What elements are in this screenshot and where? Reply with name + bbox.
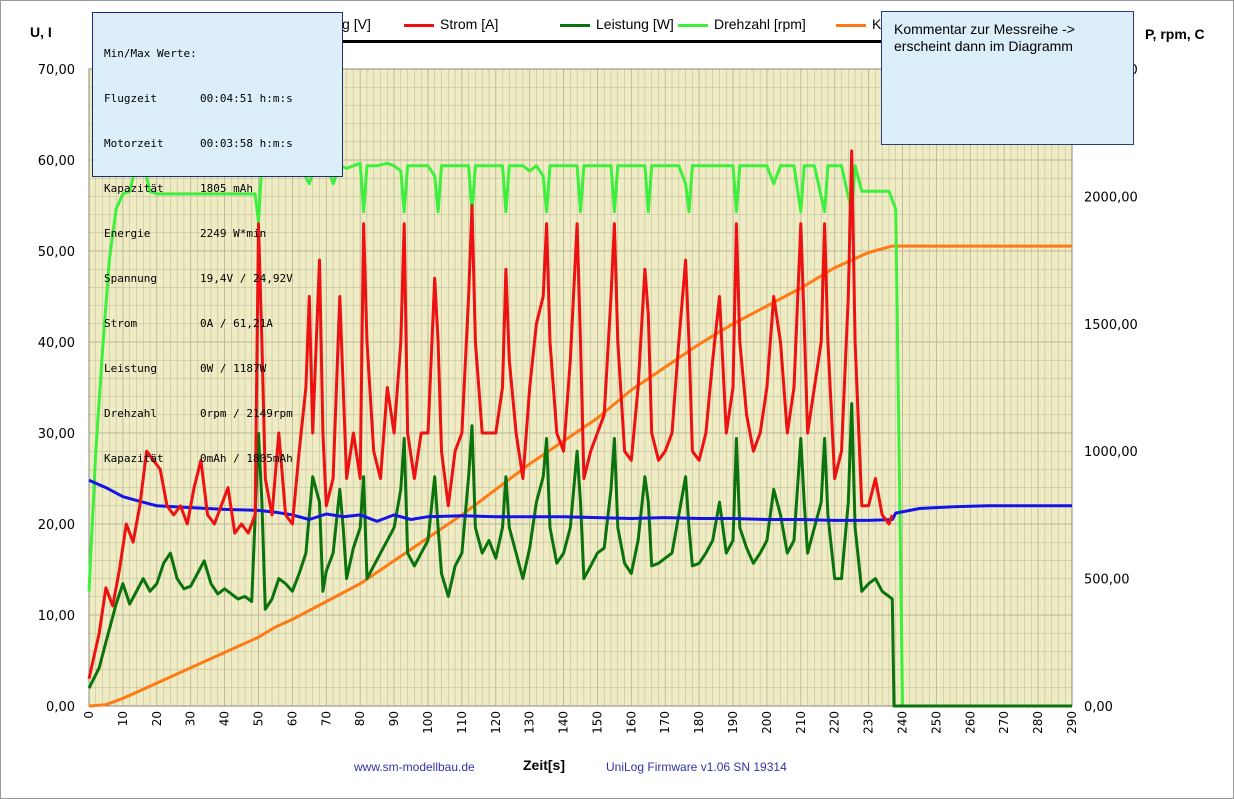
series-line-strom <box>87 149 894 680</box>
x-tick-label: 250 <box>929 711 943 734</box>
legend-swatch <box>678 24 708 27</box>
series-line-drehzahl <box>87 161 1072 708</box>
x-tick-label: 270 <box>997 711 1011 734</box>
x-tick-label: 190 <box>726 711 740 734</box>
x-tick-label: 100 <box>421 711 435 734</box>
y-right-tick-label: 0,00 <box>1084 700 1113 715</box>
x-tick-label: 20 <box>150 711 164 726</box>
y-left-tick-label: 40,00 <box>38 336 75 351</box>
comment-box[interactable]: Kommentar zur Messreihe -> erscheint dan… <box>881 11 1134 145</box>
x-tick-label: 60 <box>285 711 299 726</box>
series-line-leistung <box>87 402 1072 708</box>
x-tick-label: 90 <box>387 711 401 726</box>
comment-line-2: erscheint dann im Diagramm <box>894 38 1073 54</box>
minmax-info-box: Min/Max Werte: Flugzeit 00:04:51 h:m:s Mo… <box>92 12 343 465</box>
legend-swatch <box>836 24 866 27</box>
info-row: Spannung 19,4V / 24,92V <box>104 272 293 285</box>
y-left-tick-label: 0,00 <box>46 700 75 715</box>
info-row: Leistung 0W / 1187W <box>104 362 267 375</box>
legend-underline <box>230 40 1020 43</box>
x-tick-label: 290 <box>1065 711 1079 734</box>
y-left-tick-label: 30,00 <box>38 427 75 442</box>
series-line-spannung <box>88 478 1072 523</box>
y-right-tick-label: 500,00 <box>1084 573 1130 588</box>
y-left-tick-label: 60,00 <box>38 154 75 169</box>
x-tick-label: 10 <box>116 711 130 726</box>
x-tick-label: 240 <box>896 711 910 734</box>
info-row: Strom 0A / 61,21A <box>104 317 273 330</box>
y-left-ticks: 0,00 10,00 20,00 30,00 40,00 50,00 60,00 70,00 <box>38 63 75 715</box>
x-tick-label: 230 <box>862 711 876 734</box>
info-title: Min/Max Werte: <box>104 47 197 60</box>
y-left-axis-label: U, I <box>30 24 52 40</box>
series-layer <box>87 149 1072 708</box>
x-tick-label: 180 <box>692 711 706 734</box>
info-row: Motorzeit 00:03:58 h:m:s <box>104 137 293 150</box>
plot-border <box>88 68 1073 707</box>
info-row: Flugzeit 00:04:51 h:m:s <box>104 92 293 105</box>
info-row: Drehzahl 0rpm / 2149rpm <box>104 407 293 420</box>
x-tick-label: 160 <box>624 711 638 734</box>
y-right-tick-label: 1500,00 <box>1084 318 1138 333</box>
y-left-tick-label: 10,00 <box>38 609 75 624</box>
x-tick-label: 50 <box>251 711 265 726</box>
y-left-tick-label: 70,00 <box>38 63 75 78</box>
x-tick-label: 110 <box>455 711 469 734</box>
x-tick-label: 120 <box>489 711 503 734</box>
series-line-kapazität <box>88 244 1072 708</box>
comment-line-1: Kommentar zur Messreihe -> <box>894 21 1075 37</box>
x-tick-label: 0 <box>82 711 96 719</box>
website-footer: www.sm-modellbau.de <box>354 760 475 774</box>
x-tick-label: 40 <box>218 711 232 726</box>
x-tick-label: 130 <box>523 711 537 734</box>
x-ticks: 0 10 20 30 40 50 60 70 80 90 100 110 120 130 140 150 160… <box>82 711 1079 734</box>
y-left-tick-label: 50,00 <box>38 245 75 260</box>
x-axis-label: Zeit[s] <box>523 757 565 773</box>
legend-label: Leistung [W] <box>596 16 674 32</box>
legend-swatch <box>404 24 434 27</box>
x-tick-label: 70 <box>319 711 333 726</box>
x-tick-label: 140 <box>557 711 571 734</box>
y-right-axis-label: P, rpm, C <box>1145 26 1205 42</box>
firmware-footer: UniLog Firmware v1.06 SN 19314 <box>606 760 787 774</box>
x-tick-label: 150 <box>590 711 604 734</box>
info-row: Energie 2249 W*min <box>104 227 267 240</box>
x-tick-label: 200 <box>760 711 774 734</box>
x-tick-label: 220 <box>828 711 842 734</box>
info-row: Kapazität 1805 mAh <box>104 182 253 195</box>
y-right-tick-label: 2000,00 <box>1084 190 1138 205</box>
y-right-tick-label: 1000,00 <box>1084 445 1138 460</box>
y-left-tick-label: 20,00 <box>38 518 75 533</box>
info-row: Kapazität 0mAh / 1805mAh <box>104 452 293 465</box>
x-tick-label: 210 <box>794 711 808 734</box>
x-tick-label: 260 <box>963 711 977 734</box>
x-tick-label: 170 <box>658 711 672 734</box>
x-tick-label: 30 <box>184 711 198 726</box>
legend-swatch <box>560 24 590 27</box>
legend-label: Drehzahl [rpm] <box>714 16 806 32</box>
x-tick-label: 280 <box>1031 711 1045 734</box>
legend-label: Strom [A] <box>440 16 499 32</box>
x-tick-label: 80 <box>353 711 367 726</box>
